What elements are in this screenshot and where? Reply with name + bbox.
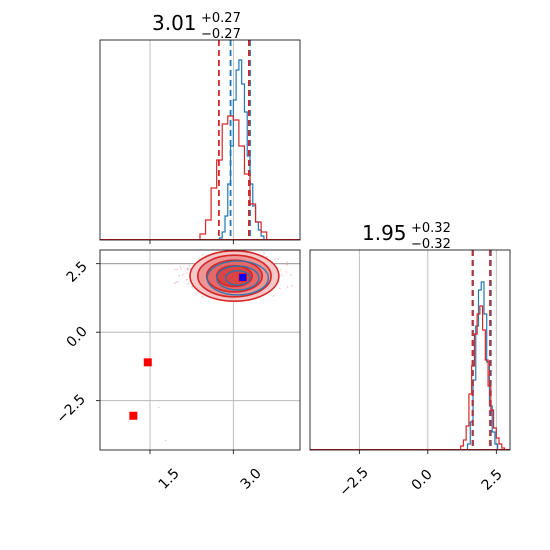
x-tick-label-2.5: 2.5 (479, 467, 506, 494)
sample-point (173, 282, 176, 285)
sample-point (274, 258, 276, 260)
sample-point (201, 253, 204, 256)
sample-point (180, 268, 182, 270)
ticks (96, 240, 497, 454)
sample-point (263, 252, 266, 255)
sample-point (286, 286, 289, 288)
sample-point (179, 266, 181, 268)
contour-blue-level-2 (215, 265, 260, 291)
x-tick-label-0.0: 0.0 (409, 467, 436, 494)
title-lower-error: −0.27 (201, 27, 241, 42)
marker-square-0 (143, 358, 152, 367)
sample-point (174, 268, 176, 271)
sample-point (175, 281, 177, 284)
sample-point (272, 295, 275, 297)
sample-point (158, 406, 160, 409)
sample-point (286, 261, 288, 264)
title-value: 1.95 (362, 221, 407, 245)
y-tick-label-2.5: 2.5 (64, 259, 91, 286)
panel-parameter-1-histogram (100, 40, 300, 240)
reference-markers (129, 273, 247, 420)
histogram-series-1 (460, 305, 506, 450)
sample-point (280, 274, 283, 276)
sample-point (195, 293, 197, 295)
title-upper-error: +0.27 (201, 11, 241, 26)
title-parameter-2: 1.95 +0.32 −0.32 (362, 221, 451, 252)
y-tick-label-minus-2.5: −2.5 (53, 391, 88, 426)
title-parameter-1: 3.01 +0.27 −0.27 (152, 11, 241, 42)
axes-frame-parameter-2 (309, 249, 511, 451)
sample-point (277, 258, 279, 260)
sample-point (191, 285, 193, 288)
sample-point (285, 271, 288, 273)
sample-point (176, 280, 179, 283)
histogram-series-1 (199, 115, 268, 240)
sample-point (279, 287, 281, 290)
marker-square-3 (239, 273, 247, 281)
marker-square-1 (129, 411, 138, 420)
contour-blue-level-3 (224, 270, 251, 286)
sample-point (181, 273, 184, 276)
histogram-series-0 (218, 59, 265, 240)
contour-blue-level-1 (206, 260, 270, 296)
sample-point (188, 264, 191, 267)
sample-point (290, 273, 292, 276)
sample-point (185, 272, 188, 275)
sample-point (185, 278, 188, 281)
axes-frame-joint (99, 249, 301, 451)
sample-point (187, 267, 189, 269)
title-lower-error: −0.32 (411, 237, 451, 252)
sample-point (178, 274, 180, 277)
y-tick-label-0.0: 0.0 (64, 324, 91, 351)
sample-point (201, 296, 204, 298)
sample-point (187, 282, 189, 285)
x-tick-label-3.0: 3.0 (238, 466, 265, 493)
sample-point (279, 269, 282, 271)
title-value: 3.01 (152, 11, 197, 35)
sample-point (286, 263, 288, 266)
sample-point (290, 284, 293, 287)
sample-point (176, 268, 179, 271)
sample-point (187, 269, 189, 271)
sample-point (266, 255, 268, 258)
x-tick-label-minus-2.5: −2.5 (336, 464, 371, 499)
sample-point (164, 439, 167, 442)
panel-joint-contours (100, 250, 300, 442)
panel-parameter-2-histogram (310, 250, 510, 450)
title-upper-error: +0.32 (411, 221, 451, 236)
x-tick-label-1.5: 1.5 (156, 466, 183, 493)
axes-frame-parameter-1 (99, 39, 301, 241)
gridlines (100, 40, 497, 450)
